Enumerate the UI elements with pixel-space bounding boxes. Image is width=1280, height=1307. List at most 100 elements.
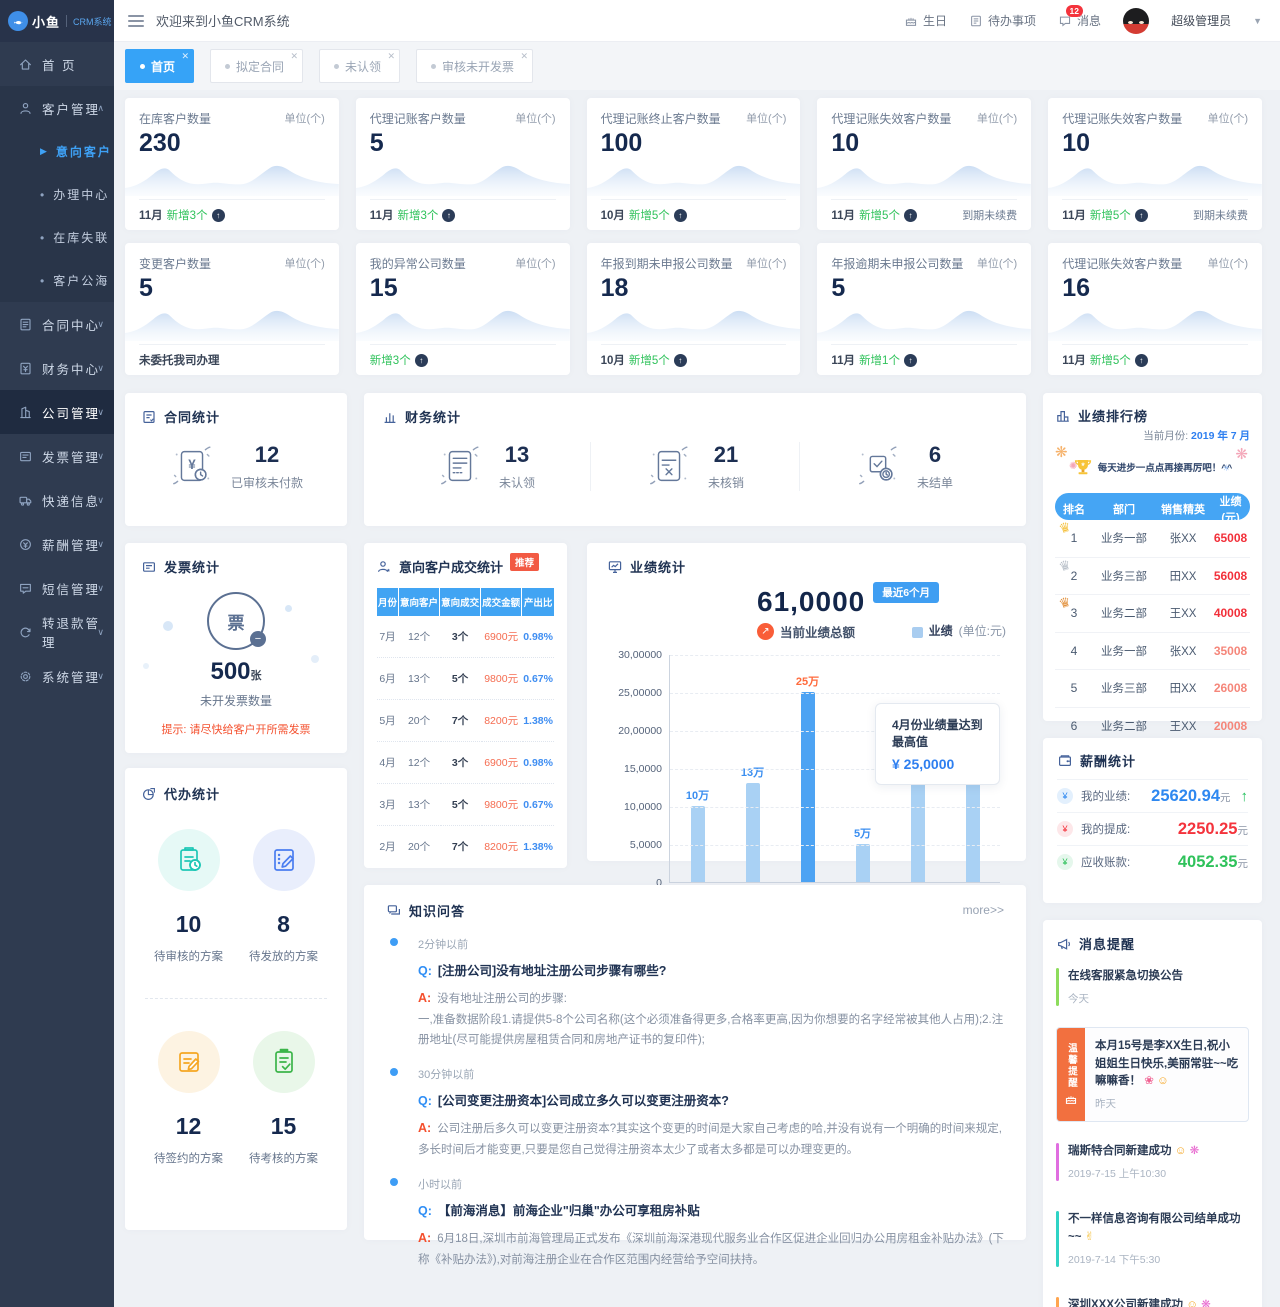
stat-card[interactable]: 代理记账客户数量 单位(个) 5 11月 新增3个 ↑	[355, 98, 570, 230]
message-item[interactable]: 不一样信息咨询有限公司结单成功~~ ✌ 2019-7-14 下午5:30	[1056, 1196, 1249, 1282]
todo-stats-title: 代办统计	[141, 784, 331, 803]
messages-link[interactable]: 12 消息	[1058, 5, 1101, 29]
bar	[855, 844, 870, 882]
sidebar-item-refund-mgmt[interactable]: 转退款管理 ∨	[0, 610, 114, 654]
pie-chart-icon	[142, 787, 155, 800]
tab-draft-contract[interactable]: 拟定合同 ✕	[210, 49, 304, 83]
qa-list: 2分钟以前 Q: [注册公司]没有地址注册公司步骤有哪些? A: 没有地址注册公司的步骤…	[386, 936, 1004, 1270]
ranking-row[interactable]: ♛ 2 业务三部 田XX 56008	[1055, 556, 1250, 595]
ranking-row[interactable]: 4 业务一部 张XX 35008	[1055, 633, 1250, 670]
stat-cards-grid: 在库客户数量 单位(个) 230 11月 新增3个 ↑ 代理记账客户数量 单位(个) 5 11月新…	[125, 98, 1262, 375]
qa-item[interactable]: 小时以前 Q: 【前海消息】前海企业"归巢"办公可享租房补贴 A: 6月18日,深圳市前…	[390, 1176, 1004, 1270]
intent-row[interactable]: 6月 13个 5个 9800元 0.67%	[377, 658, 554, 700]
tab-close-icon[interactable]: ✕	[181, 51, 190, 61]
intent-row[interactable]: 7月 12个 3个 6900元 0.98%	[377, 616, 554, 658]
hug-face-icon: ☺	[1174, 1145, 1187, 1157]
arrow-up-icon: ↑	[1134, 208, 1148, 222]
bar-column[interactable]: 13万	[732, 764, 774, 882]
dashboard-content: 在库客户数量 单位(个) 230 11月 新增3个 ↑ 代理记账客户数量 单位(个) 5 11月新…	[114, 90, 1280, 1307]
stat-card[interactable]: 代理记账失效客户数量 单位(个) 10 11月 新增5个 ↑ 到期未续费	[1048, 98, 1262, 230]
doc-sign-icon	[178, 1052, 199, 1072]
sidebar-item-company-mgmt[interactable]: 公司管理 ∨	[0, 390, 114, 434]
qa-more-link[interactable]: more>>	[962, 903, 1004, 917]
finance-stat-item: 21 未核销	[590, 441, 799, 491]
sidebar-item-invoice-mgmt[interactable]: 发票管理 ∨	[0, 434, 114, 478]
tab-close-icon[interactable]: ✕	[387, 51, 396, 61]
stat-value: 10	[1062, 129, 1090, 157]
birthday-link[interactable]: 生日	[904, 12, 947, 29]
stat-card[interactable]: 我的异常公司数量 单位(个) 15 新增3个 ↑	[355, 243, 570, 375]
company-icon	[20, 406, 31, 418]
sidebar-menu: 首 页客户管理 ∧ ▶ 意向客户 • 办理中心 • 在库失联 • 客户公海合同中心 ∨ 财务中心 ∨ 公司…	[0, 42, 114, 698]
stat-card[interactable]: 代理记账失效客户数量 单位(个) 10 11月 新增5个 ↑ 到期未续费	[817, 98, 1032, 230]
arrow-up-icon: ↑	[1240, 787, 1249, 805]
stat-card[interactable]: 变更客户数量 单位(个) 5 未委托我司办理	[125, 243, 339, 375]
qa-item[interactable]: 2分钟以前 Q: [注册公司]没有地址注册公司步骤有哪些? A: 没有地址注册公司的步骤…	[390, 936, 1004, 1050]
gridline	[670, 731, 1000, 732]
message-item-special[interactable]: 温馨提醒 本月15号是李XX生日,祝小姐姐生日快乐,美丽常驻~~吃嘛嘛香！ ❀ ☺…	[1056, 1027, 1249, 1122]
todo-item[interactable]: 8 待发放的方案	[236, 821, 331, 978]
stat-card[interactable]: 年报逾期未申报公司数量 单位(个) 5 11月 新增1个 ↑	[817, 243, 1032, 375]
ranking-row[interactable]: ♛ 1 业务一部 张XX 65008	[1055, 519, 1250, 558]
intent-row[interactable]: 2月 20个 7个 8200元 1.38%	[379, 840, 553, 854]
user-avatar[interactable]	[1123, 7, 1150, 34]
hamburger-icon[interactable]	[128, 14, 144, 27]
bar-column[interactable]: 5万	[842, 825, 884, 882]
sidebar-item-intent-customer[interactable]: ▶ 意向客户	[40, 145, 112, 159]
ranking-header: 排名 部门 销售精英 业绩(元)	[1055, 493, 1250, 524]
minus-badge-icon: −	[250, 631, 266, 647]
qa-item[interactable]: 30分钟以前 Q: [公司变更注册资本]公司成立多久可以变更注册资本? A: 公司注册后…	[390, 1066, 1004, 1160]
intent-row[interactable]: 5月 20个 7个 8200元 1.38%	[377, 700, 554, 742]
stat-value: 230	[139, 129, 181, 157]
message-item[interactable]: 在线客服紧急切换公告 今天	[1056, 953, 1249, 1021]
tab-audit-uninvoiced[interactable]: 审核未开发票 ✕	[416, 49, 534, 83]
finance-icon	[20, 362, 31, 374]
tab-unclaimed[interactable]: 未认领 ✕	[319, 49, 401, 83]
sidebar-item-customer-mgmt[interactable]: 客户管理 ∧	[0, 86, 114, 130]
arrow-up-icon: ↑	[673, 353, 687, 367]
todo-link[interactable]: 待办事项	[969, 12, 1036, 29]
sidebar-item-salary-mgmt[interactable]: 薪酬管理 ∨	[0, 522, 114, 566]
todo-item[interactable]: 10 待审核的方案	[141, 821, 236, 978]
invoice-ticket-icon	[142, 561, 156, 572]
decor-dot	[163, 621, 173, 631]
ranking-row[interactable]: 6 业务二部 王XX 20008	[1070, 719, 1248, 734]
stat-card[interactable]: 在库客户数量 单位(个) 230 11月 新增3个 ↑	[125, 98, 339, 230]
birthday-cake-icon	[1065, 1096, 1077, 1105]
todo-item[interactable]: 15 待考核的方案	[236, 1023, 331, 1180]
ranking-row[interactable]: 5 业务三部 田XX 26008	[1055, 670, 1250, 708]
intent-row[interactable]: 3月 13个 5个 9800元 0.67%	[377, 784, 554, 826]
tab-close-icon[interactable]: ✕	[290, 51, 299, 61]
ranking-rows: ♛ 1 业务一部 张XX 65008 ♛ 2 业务三部 田XX 56008 ♛ 3 业务二部 王XX 400…	[1055, 519, 1250, 745]
ranking-row[interactable]: ♛ 3 业务二部 王XX 40008	[1055, 594, 1250, 633]
sidebar-item-sms-mgmt[interactable]: 短信管理 ∨	[0, 566, 114, 610]
sidebar-item-express-info[interactable]: 快递信息 ∨	[0, 478, 114, 522]
intent-col-header: 意向客户	[399, 588, 440, 616]
sidebar-item-contract-center[interactable]: 合同中心 ∨	[0, 302, 114, 346]
tab-close-icon[interactable]: ✕	[520, 51, 529, 61]
sidebar-item-home[interactable]: 首 页	[0, 42, 114, 86]
performance-panel: 业绩统计 61,0000 最近6个月 ↗ 当前业绩总额	[587, 543, 1026, 907]
todo-item[interactable]: 12 待签约的方案	[141, 1023, 236, 1180]
clipboard-check-icon	[274, 1048, 293, 1073]
stat-card[interactable]: 年报到期未申报公司数量 单位(个) 18 10月 新增5个 ↑	[586, 243, 801, 375]
stat-card[interactable]: 代理记账终止客户数量 单位(个) 100 10月 新增5个 ↑	[586, 98, 801, 230]
welcome-title: 欢迎来到小鱼CRM系统	[156, 14, 290, 29]
bar-column[interactable]: 10万	[677, 787, 719, 882]
sidebar-item-system-mgmt[interactable]: 系统管理 ∨	[0, 654, 114, 698]
tab-home[interactable]: 首页 ✕	[125, 49, 195, 83]
sidebar-item-customer-pool[interactable]: • 客户公海	[40, 273, 110, 289]
stat-card[interactable]: 代理记账失效客户数量 单位(个) 16 11月 新增5个 ↑	[1048, 243, 1262, 375]
ranking-panel: 业绩排行榜 当前月份: 2019 年 7 月 ❋ ✺ ❋ ✳ 每天进步一点点再接…	[1043, 393, 1262, 733]
todo-grid: 10 待审核的方案 8 待发放的方案 12 待签约的方案 15 待考核的方案	[141, 821, 331, 1180]
intent-row[interactable]: 4月 12个 3个 6900元 0.98%	[377, 742, 554, 784]
bar-column[interactable]: 25万	[787, 673, 829, 882]
clipboard-clock-icon	[179, 847, 201, 871]
chevron-down-icon[interactable]: ▼	[1253, 15, 1262, 26]
sidebar-item-lost-contact[interactable]: • 在库失联	[40, 230, 110, 246]
message-item[interactable]: 瑞斯特合同新建成功 ☺ ❋ 2019-7-15 上午10:30	[1056, 1128, 1249, 1196]
sidebar: 小鱼 CRM系统 首 页客户管理 ∧ ▶ 意向客户 • 办理中心 • 在库失联 • 客户公海 合同中…	[0, 0, 114, 1307]
sidebar-item-finance-center[interactable]: 财务中心 ∨	[0, 346, 114, 390]
sidebar-item-handle-center[interactable]: • 办理中心	[40, 187, 110, 203]
message-item[interactable]: 深圳XXX公司新建成功 ☺ ❋2019-7-13 上午9:30	[1056, 1282, 1249, 1307]
